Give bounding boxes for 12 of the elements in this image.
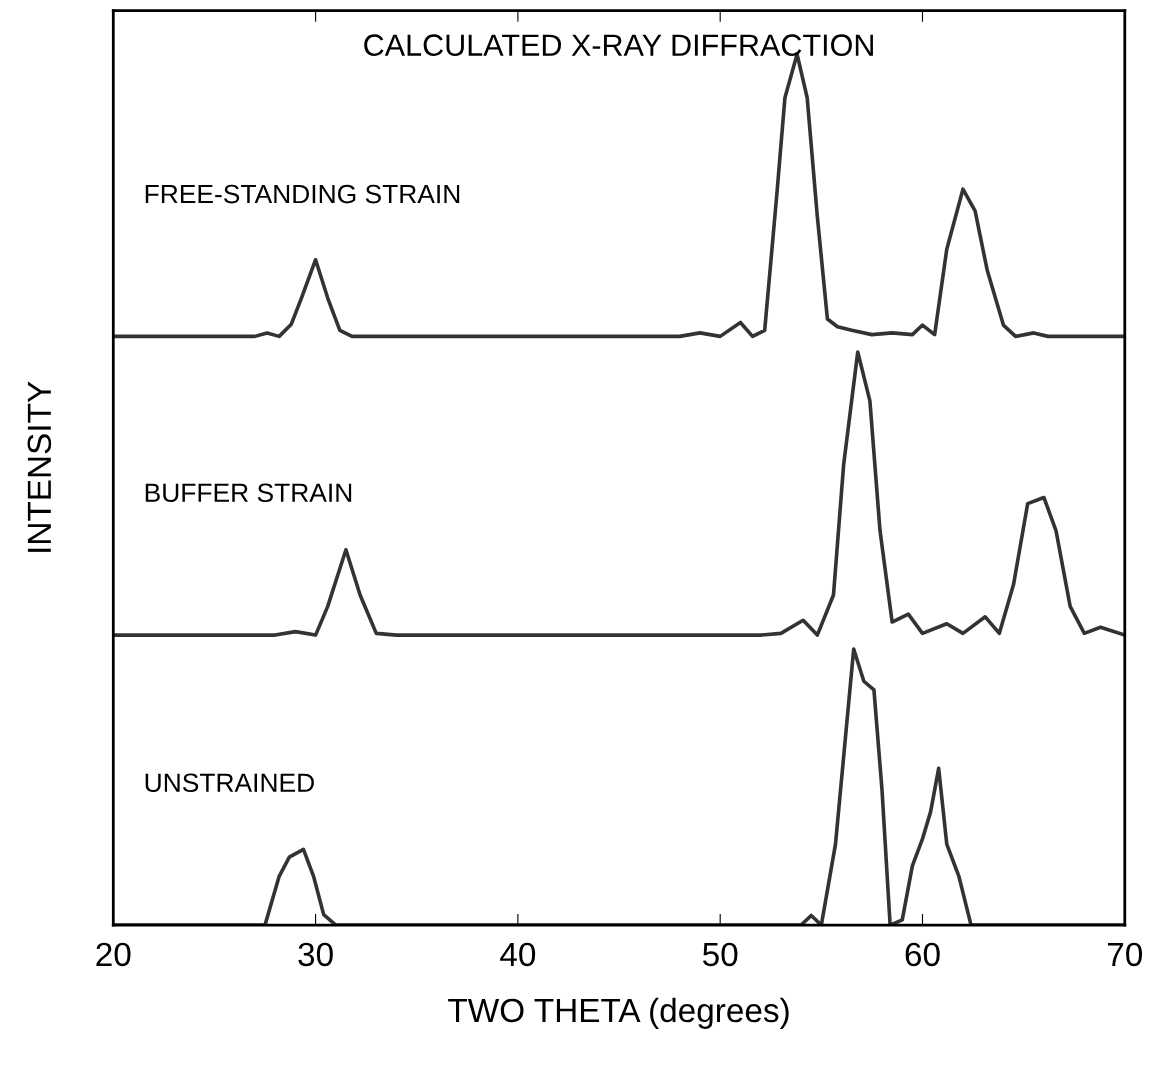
x-tick-label: 40: [500, 942, 536, 967]
x-tick-label: 70: [1107, 942, 1143, 967]
x-tick-label: 60: [905, 942, 940, 967]
x-tick-label: 30: [298, 942, 333, 967]
x-tick-label: 20: [96, 942, 131, 967]
text: UNSTRAINED: [145, 773, 314, 793]
x-axis-title: TWO THETA (degrees): [448, 997, 789, 1029]
series-label: BUFFER STRAIN: [145, 483, 352, 503]
y-axis-title: INTENSITY: [27, 381, 52, 552]
chart-title: CALCULATED X-RAY DIFFRACTION: [364, 34, 873, 56]
text: FREE-STANDING STRAIN: [145, 184, 460, 204]
x-tick-label: 50: [702, 942, 738, 967]
